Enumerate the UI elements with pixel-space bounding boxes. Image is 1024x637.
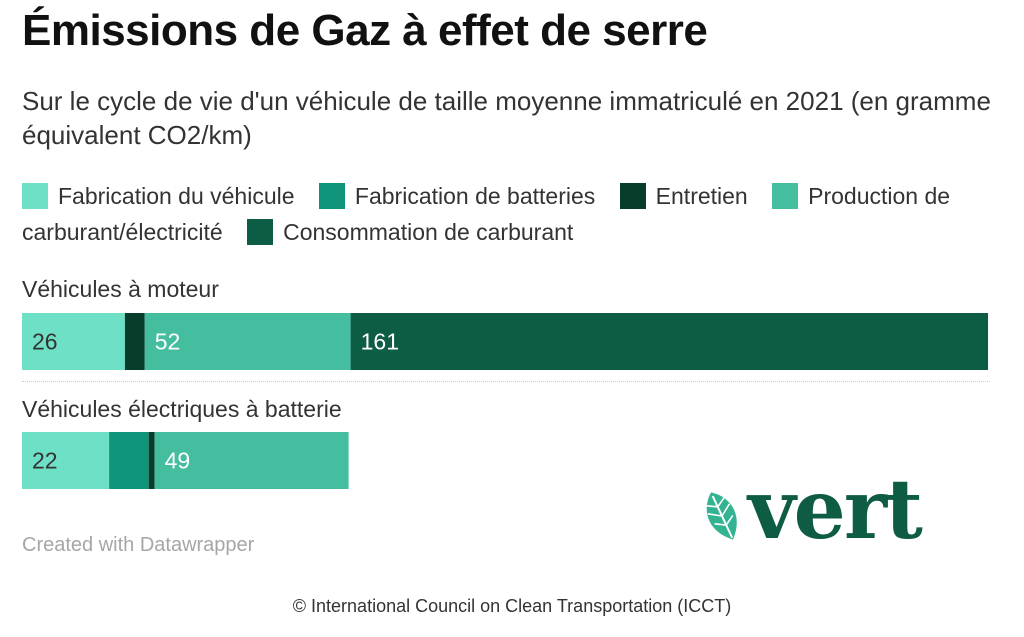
legend-swatch [772,183,799,209]
chart-subtitle: Sur le cycle de vie d'un véhicule de tai… [22,86,991,150]
data-label: 22 [32,448,58,474]
legend-item-fabrication-batteries: Fabrication de batteries [318,183,613,209]
legend: Fabrication du véhicule Fabrication de b… [22,178,1012,250]
data-label: 52 [155,329,181,355]
bar-segment [124,313,145,370]
credit-text: Created with Datawrapper [22,534,255,556]
legend-label: Entretien [655,183,748,209]
legend-item-entretien: Entretien [619,183,766,209]
bar-segment [350,313,989,370]
source-text: © International Council on Clean Transpo… [292,596,732,616]
legend-item-production: Production de carburant/électricité [22,183,950,245]
bar-segment [109,432,149,489]
legend-swatch [22,183,48,209]
bar-segment [148,432,155,489]
data-label: 49 [165,448,191,474]
legend-item-fabrication-vehicule: Fabrication du véhicule [22,183,313,209]
legend-item-consommation: Consommation de carburant [247,219,591,245]
logo-text: vert [748,462,923,558]
row-label-vehicules-moteur: Véhicules à moteur [22,276,219,302]
data-label: 161 [361,329,399,355]
bar-segment [154,432,349,489]
row-label-vehicules-electriques: Véhicules électriques à batterie [22,396,342,422]
legend-swatch [318,183,345,209]
data-label: 26 [32,329,58,355]
bar-segment [144,313,351,370]
legend-label: Production de carburant/électricité [22,183,951,245]
legend-label: Fabrication de batteries [354,183,596,209]
legend-label: Fabrication du véhicule [58,183,295,209]
legend-swatch [619,183,646,209]
chart-title: Émissions de Gaz à effet de serre [22,6,708,55]
leaf-icon [706,492,737,540]
row-separator [22,381,990,382]
bar-segment [22,313,125,370]
legend-swatch [247,219,274,245]
bar-segment [22,432,110,489]
vert-logo: vert [698,462,948,558]
legend-label: Consommation de carburant [283,219,574,245]
